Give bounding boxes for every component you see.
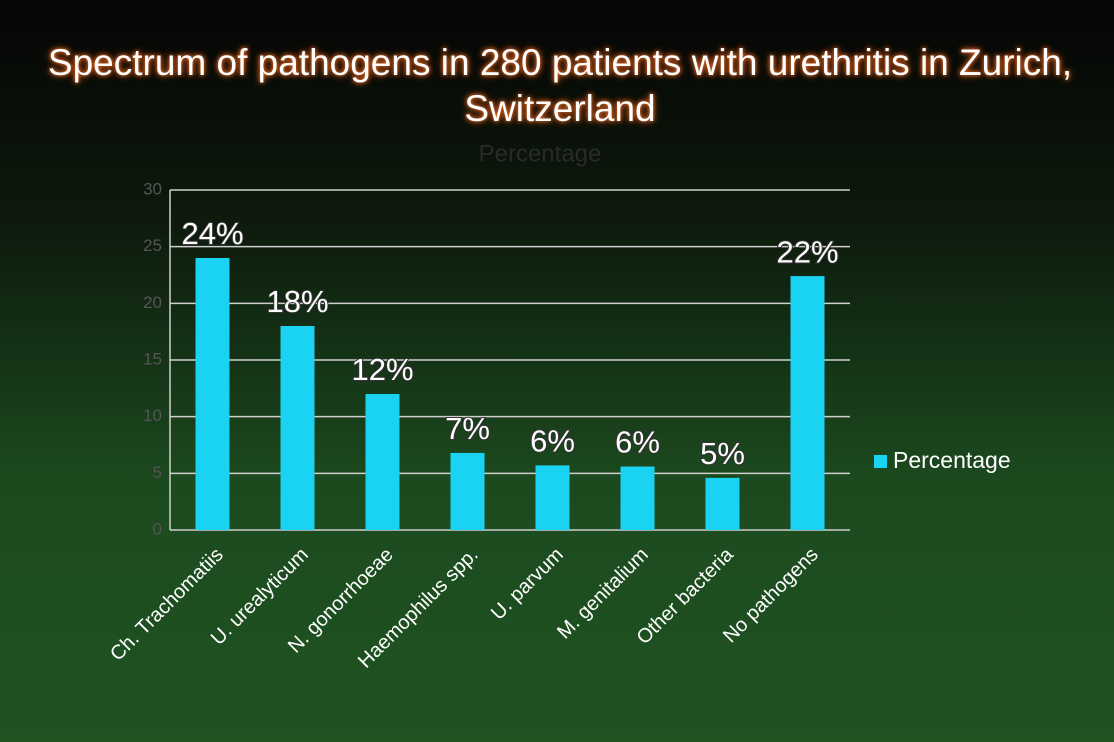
legend-swatch — [874, 455, 887, 468]
bar — [536, 465, 570, 530]
value-label: 22% — [776, 234, 838, 269]
bar — [621, 467, 655, 530]
x-tick-label: Ch. Trachomatiis — [106, 544, 228, 666]
bar — [451, 453, 485, 530]
y-tick-label: 15 — [143, 349, 162, 368]
value-label: 12% — [351, 352, 413, 387]
y-tick-label: 20 — [143, 293, 162, 312]
y-tick-label: 25 — [143, 236, 162, 255]
slide: Spectrum of pathogens in 280 patients wi… — [0, 0, 1114, 742]
value-label: 7% — [445, 411, 490, 446]
y-tick-label: 5 — [153, 463, 162, 482]
value-label: 24% — [181, 216, 243, 251]
bar — [196, 258, 230, 530]
value-label: 6% — [530, 424, 575, 459]
value-label: 5% — [700, 436, 745, 471]
y-tick-label: 0 — [153, 519, 162, 538]
y-tick-label: 30 — [143, 179, 162, 198]
bar — [706, 478, 740, 530]
value-label: 6% — [615, 425, 660, 460]
bar — [366, 394, 400, 530]
chart-subtitle: Percentage — [479, 140, 602, 167]
y-tick-label: 10 — [143, 406, 162, 425]
bar — [791, 276, 825, 530]
chart: Percentage 0 5 10 15 20 25 30 24% 18% 12% 7% 6% 6% 5%… — [0, 0, 1114, 742]
legend-label: Percentage — [893, 447, 1011, 473]
x-tick-label: U. parvum — [487, 544, 568, 625]
value-label: 18% — [266, 284, 328, 319]
bar — [281, 326, 315, 530]
